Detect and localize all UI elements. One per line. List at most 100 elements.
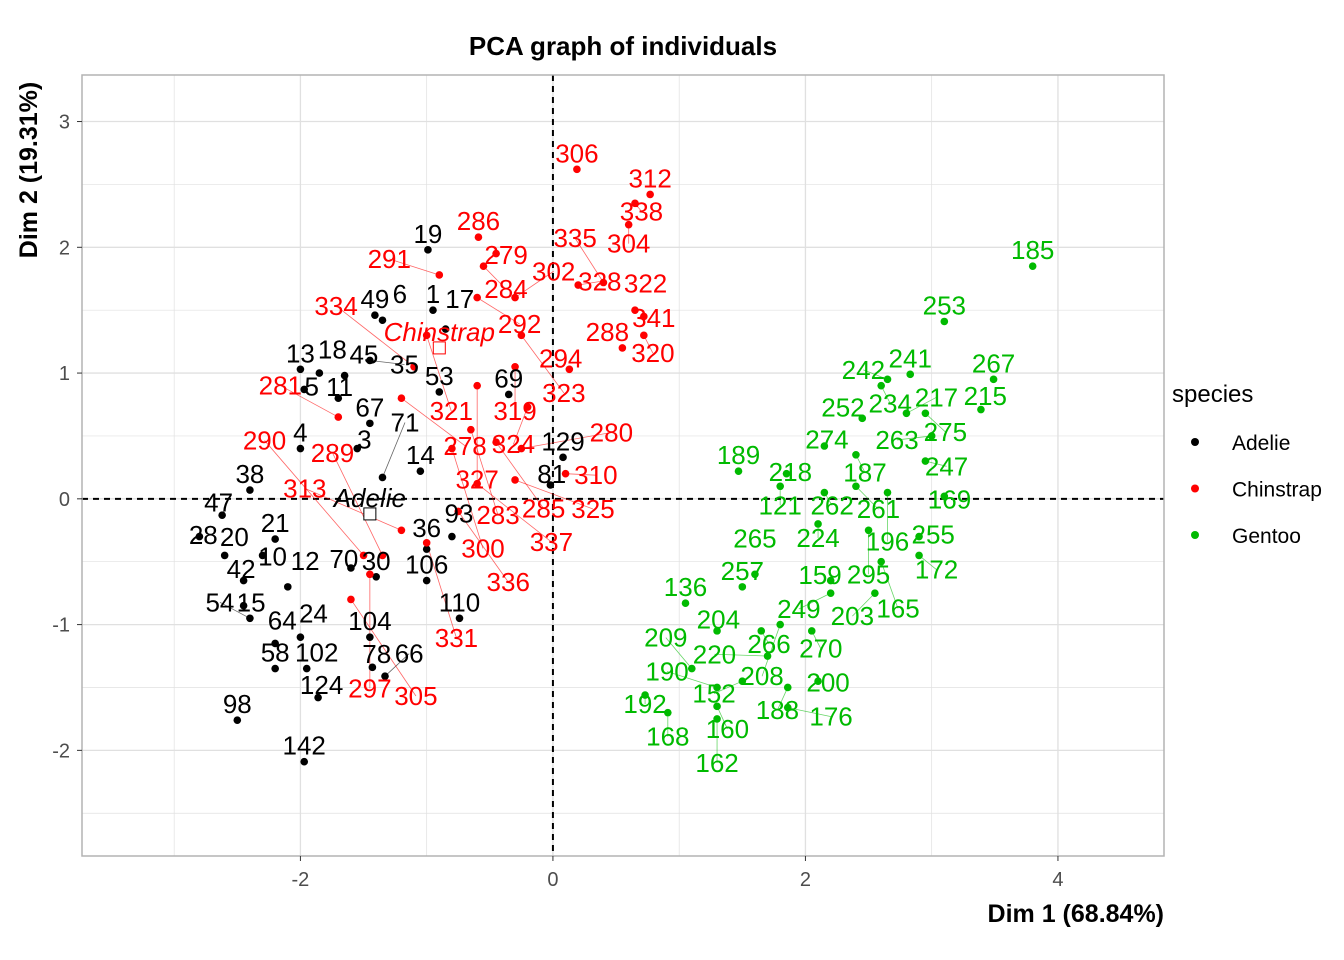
point-label: 168 — [646, 722, 689, 752]
point-label: 17 — [445, 284, 474, 314]
label-leader-line — [476, 483, 552, 543]
point-gentoo — [858, 414, 867, 423]
point-chinstrap — [523, 403, 532, 411]
point-label: 252 — [821, 393, 864, 423]
label-leader-line — [483, 265, 507, 290]
point-label: 249 — [777, 594, 820, 624]
point-label: 337 — [530, 527, 573, 557]
label-leader-line — [716, 706, 728, 730]
point-gentoo — [927, 432, 936, 440]
point-adelie — [366, 356, 374, 365]
reference-lines — [82, 75, 1164, 856]
point-gentoo — [915, 532, 923, 541]
point-gentoo — [921, 409, 930, 418]
point-label: 284 — [484, 274, 527, 304]
point-adelie — [371, 311, 379, 320]
y-tick-label: 0 — [59, 489, 70, 511]
y-tick-label: 2 — [59, 237, 70, 259]
point-label: 66 — [395, 639, 424, 669]
point-label: 53 — [425, 361, 454, 391]
legend-key-adelie — [1191, 438, 1199, 446]
label-leader-line — [219, 601, 251, 619]
point-chinstrap — [473, 293, 481, 302]
point-adelie — [296, 365, 305, 374]
point-chinstrap — [624, 220, 633, 229]
point-chinstrap — [573, 165, 581, 174]
point-label: 305 — [394, 681, 437, 711]
point-label: 162 — [695, 748, 738, 778]
point-adelie — [246, 486, 254, 494]
point-adelie — [416, 467, 425, 475]
point-label: 280 — [590, 418, 633, 448]
point-label: 294 — [539, 343, 582, 373]
y-tick-label: 1 — [59, 363, 70, 385]
label-leader-line — [798, 592, 831, 610]
point-gentoo — [757, 627, 766, 635]
point-label: 102 — [295, 638, 338, 668]
label-leader-line — [332, 452, 383, 556]
point-label: 67 — [355, 392, 384, 422]
label-leader-line — [457, 511, 509, 583]
point-label: 190 — [645, 656, 688, 686]
point-label: 253 — [923, 290, 966, 320]
point-label: 176 — [809, 702, 852, 732]
point-label: 185 — [1011, 235, 1054, 265]
label-leader-line — [787, 707, 832, 717]
point-chinstrap — [448, 444, 456, 453]
point-label: 189 — [717, 440, 760, 470]
point-label: 320 — [631, 338, 674, 368]
label-leader-line — [495, 442, 544, 509]
point-chinstrap — [454, 507, 463, 516]
legend-key-gentoo — [1191, 531, 1199, 539]
point-label: 70 — [329, 544, 358, 574]
point-label: 289 — [311, 438, 354, 468]
point-chinstrap — [474, 233, 483, 242]
point-adelie — [435, 388, 444, 396]
point-label: 290 — [243, 425, 286, 455]
point-chinstrap — [397, 394, 406, 403]
point-adelie — [271, 639, 279, 648]
label-leader-line — [513, 406, 529, 445]
point-adelie — [455, 614, 464, 623]
point-adelie — [300, 385, 309, 394]
point-label: 241 — [889, 343, 932, 373]
label-leader-line — [451, 448, 484, 549]
point-gentoo — [989, 375, 998, 384]
point-label: 336 — [487, 567, 530, 597]
point-gentoo — [852, 451, 860, 459]
label-leader-line — [897, 435, 932, 441]
point-label: 288 — [586, 317, 629, 347]
point-adelie — [424, 246, 432, 254]
point-label: 323 — [542, 378, 585, 408]
point-label: 217 — [915, 382, 958, 412]
point-label: 49 — [360, 284, 389, 314]
point-gentoo — [681, 599, 690, 608]
point-gentoo — [814, 677, 822, 685]
point-adelie — [347, 564, 355, 572]
x-tick-label: 0 — [547, 869, 558, 891]
point-label: 321 — [430, 396, 473, 426]
point-label: 69 — [494, 363, 523, 393]
label-leader-line — [925, 413, 946, 433]
point-gentoo — [713, 683, 721, 692]
label-leader-line — [665, 637, 693, 669]
point-label: 30 — [362, 546, 391, 576]
point-label: 19 — [413, 219, 442, 249]
point-label: 64 — [268, 605, 297, 635]
point-gentoo — [883, 488, 892, 497]
point-label: 265 — [733, 523, 776, 553]
x-tick-label: 2 — [800, 869, 811, 891]
point-chinstrap — [631, 306, 639, 314]
label-leader-line — [280, 385, 339, 418]
point-adelie — [368, 663, 377, 672]
label-leader-line — [426, 335, 452, 412]
point-label: 71 — [391, 407, 420, 437]
label-leader-line — [514, 270, 554, 298]
point-label: 160 — [706, 714, 749, 744]
point-gentoo — [940, 317, 949, 326]
point-adelie — [246, 614, 254, 623]
point-label: 12 — [291, 546, 320, 576]
point-adelie — [302, 664, 311, 673]
label-leader-line — [852, 592, 876, 617]
label-leader-line — [713, 680, 743, 694]
